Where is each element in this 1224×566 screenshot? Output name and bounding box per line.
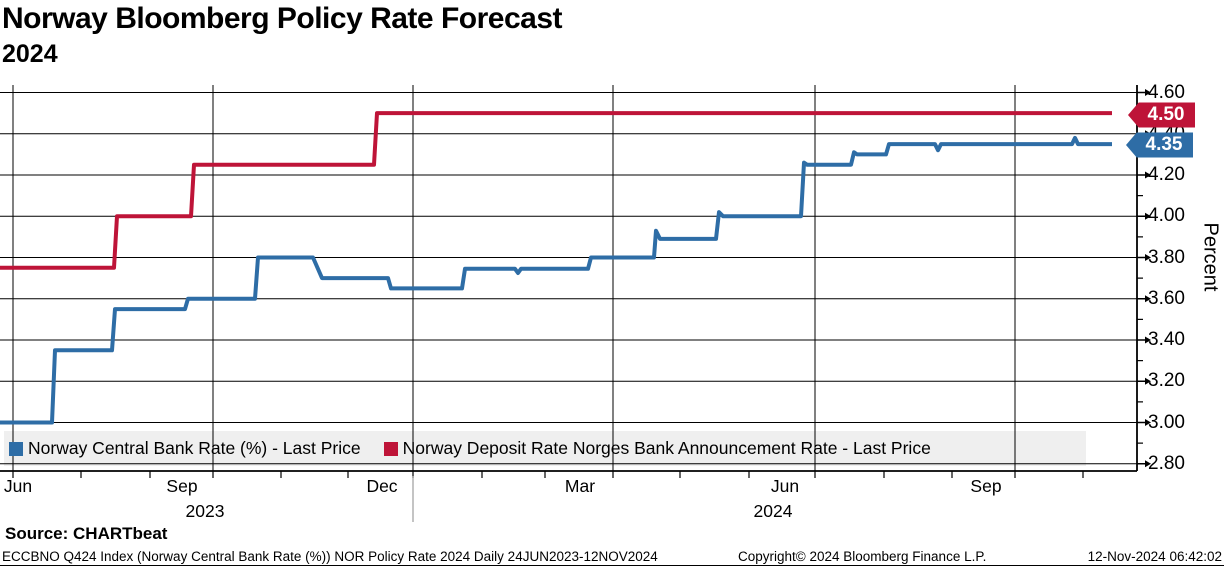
legend-item-deposit-rate: Norway Deposit Rate Norges Bank Announce… [383,438,931,459]
legend-label-deposit-rate: Norway Deposit Rate Norges Bank Announce… [402,438,931,458]
footer: ECCBNO Q424 Index (Norway Central Bank R… [0,549,1224,565]
y-tick-arrow [1145,460,1151,468]
x-tick-label: Jun [770,476,800,496]
y-tick-arrow [1145,212,1151,220]
chart-title: Norway Bloomberg Policy Rate Forecast [2,2,563,35]
y-tick-label: 3.60 [1148,287,1185,309]
y-tick-label: 4.60 [1148,81,1185,103]
footer-index-description: ECCBNO Q424 Index (Norway Central Bank R… [2,549,658,564]
x-year-label: 2023 [185,501,225,521]
x-tick-label: Dec [366,476,398,496]
central-bank-rate-line [0,135,1112,425]
x-year-label: 2024 [753,501,793,521]
last-price-badge-central-bank-rate: 4.35 [1126,132,1193,158]
y-tick-label: 2.80 [1148,452,1185,474]
y-tick-arrow [1145,336,1151,344]
y-tick-label: 3.80 [1148,246,1185,268]
x-tick-label: Sep [166,476,198,496]
y-tick-label: 4.00 [1148,205,1185,227]
y-tick-arrow [1145,171,1151,179]
x-tick-label: Sep [970,476,1002,496]
y-tick-arrow [1145,295,1151,303]
last-price-value-deposit-rate: 4.50 [1147,104,1185,125]
footer-timestamp: 12-Nov-2024 06:42:02 [1087,549,1222,564]
legend-item-central-bank-rate: Norway Central Bank Rate (%) - Last Pric… [9,438,361,459]
deposit-rate-line [0,111,1112,270]
y-tick-arrow [1145,89,1151,96]
legend-background [4,431,1086,466]
x-tick-label: Jun [3,476,33,496]
legend-swatch-blue-icon [9,441,23,456]
footer-copyright: Copyright© 2024 Bloomberg Finance L.P. [738,549,987,564]
chart-subtitle: 2024 [2,40,58,68]
legend-swatch-red-icon [383,441,398,456]
y-tick-label: 4.20 [1148,164,1185,185]
legend: Norway Central Bank Rate (%) - Last Pric… [4,431,1086,466]
last-price-value-central-bank-rate: 4.35 [1145,134,1183,155]
y-tick-arrow [1145,254,1151,261]
y-tick-arrow [1145,419,1151,426]
y-tick-label: 3.00 [1148,411,1185,433]
y-tick-arrow [1145,377,1151,385]
y-tick-label: 3.20 [1148,370,1185,392]
y-tick-label: 3.40 [1148,329,1185,350]
x-tick-label: Mar [564,476,596,496]
source-line: Source: CHARTbeat [5,524,168,543]
y-axis-title: Percent [1199,222,1222,292]
last-price-badge-deposit-rate: 4.50 [1128,102,1195,128]
legend-label-central-bank-rate: Norway Central Bank Rate (%) - Last Pric… [28,438,361,458]
